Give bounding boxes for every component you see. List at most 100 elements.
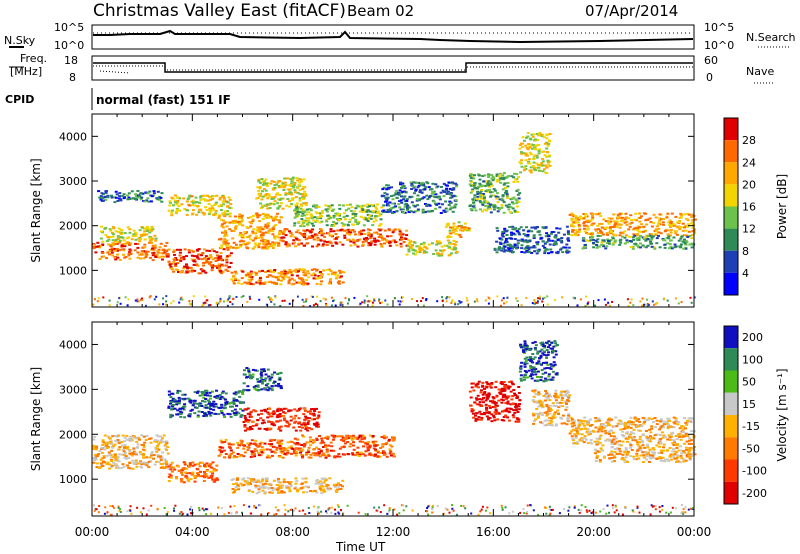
heatmap-cell [527, 143, 531, 145]
heatmap-cell [511, 225, 515, 228]
heatmap-cell [368, 434, 372, 437]
heatmap-cell [623, 242, 627, 245]
heatmap-cell [297, 409, 301, 412]
heatmap-cell [246, 482, 250, 485]
heatmap-cell [145, 191, 148, 194]
heatmap-cell [390, 445, 394, 448]
heatmap-cell [138, 240, 142, 243]
heatmap-cell [399, 199, 403, 202]
heatmap-cell [453, 204, 457, 207]
heatmap-cell [165, 465, 169, 468]
heatmap-cell [229, 202, 233, 205]
heatmap-cell [324, 444, 327, 447]
heatmap-cell [385, 211, 389, 213]
heatmap-cell [532, 234, 536, 237]
heatmap-cell [600, 231, 604, 234]
heatmap-cell [155, 450, 159, 453]
heatmap-cell [209, 404, 213, 407]
heatmap-cell [397, 228, 401, 231]
heatmap-cell [142, 435, 146, 438]
heatmap-cell [106, 251, 110, 254]
heatmap-cell [284, 243, 288, 246]
heatmap-cell [209, 475, 213, 478]
heatmap-cell [160, 192, 164, 195]
heatmap-cell [455, 251, 459, 253]
heatmap-cell [258, 181, 262, 184]
heatmap-cell [330, 224, 334, 227]
heatmap-cell [127, 254, 131, 257]
heatmap-cell [677, 239, 681, 242]
heatmap-cell [675, 233, 679, 236]
heatmap-cell [276, 277, 280, 280]
heatmap-cell [274, 241, 278, 244]
heatmap-cell [134, 461, 138, 464]
heatmap-cell [201, 393, 205, 396]
heatmap-cell [137, 196, 141, 199]
heatmap-cell [155, 440, 159, 443]
heatmap-cell [279, 197, 283, 200]
heatmap-cell [485, 209, 489, 212]
heatmap-cell [511, 207, 515, 210]
heatmap-cell [448, 192, 452, 195]
heatmap-cell [333, 238, 337, 241]
heatmap-cell [571, 229, 575, 232]
heatmap-cell [148, 228, 152, 231]
heatmap-cell [553, 236, 557, 238]
heatmap-cell [332, 221, 336, 223]
heatmap-cell [171, 407, 175, 410]
heatmap-cell [441, 189, 445, 192]
heatmap-cell [399, 232, 403, 235]
heatmap-cell [101, 464, 105, 467]
heatmap-cell [287, 446, 291, 449]
heatmap-cell [263, 442, 267, 445]
heatmap-cell [92, 247, 96, 250]
heatmap-cell [295, 231, 299, 234]
heatmap-cell [554, 234, 558, 237]
heatmap-cell [679, 216, 683, 219]
heatmap-cell [190, 195, 194, 198]
heatmap-cell [261, 246, 265, 249]
heatmap-cell [374, 453, 377, 456]
heatmap-cell [226, 412, 230, 415]
heatmap-cell [385, 184, 389, 187]
heatmap-cell [257, 178, 261, 181]
heatmap-cell [451, 227, 455, 230]
heatmap-cell [362, 435, 366, 438]
heatmap-cell [496, 201, 500, 204]
heatmap-cell [390, 454, 393, 457]
heatmap-cell [607, 221, 610, 224]
heatmap-cell [623, 230, 627, 233]
heatmap-cell [293, 222, 297, 225]
heatmap-cell [242, 388, 246, 391]
heatmap-cell [449, 232, 453, 235]
heatmap-cell [666, 299, 669, 302]
heatmap-cell [336, 214, 340, 217]
heatmap-cell [213, 480, 217, 483]
heatmap-cell [298, 231, 302, 234]
heatmap-cell [231, 275, 235, 278]
heatmap-cell [273, 235, 277, 238]
heatmap-cell [378, 214, 381, 217]
heatmap-cell [192, 295, 195, 298]
heatmap-cell [281, 207, 285, 210]
heatmap-cell [469, 204, 473, 207]
heatmap-cell [366, 442, 369, 445]
heatmap-cell [533, 250, 537, 253]
heatmap-cell [246, 216, 250, 219]
heatmap-cell [276, 414, 280, 417]
heatmap-cell [619, 238, 623, 241]
heatmap-cell [609, 239, 613, 242]
heatmap-cell [282, 481, 286, 484]
heatmap-cell [140, 235, 144, 237]
heatmap-cell [289, 409, 293, 412]
heatmap-cell [383, 192, 387, 195]
heatmap-cell [189, 303, 192, 306]
heatmap-cell [418, 191, 422, 193]
heatmap-cell [124, 256, 128, 258]
heatmap-cell [516, 239, 520, 242]
heatmap-cell [439, 191, 443, 194]
heatmap-cell [146, 229, 150, 232]
heatmap-cell [611, 301, 613, 303]
heatmap-cell [305, 208, 309, 211]
heatmap-cell [302, 445, 306, 448]
